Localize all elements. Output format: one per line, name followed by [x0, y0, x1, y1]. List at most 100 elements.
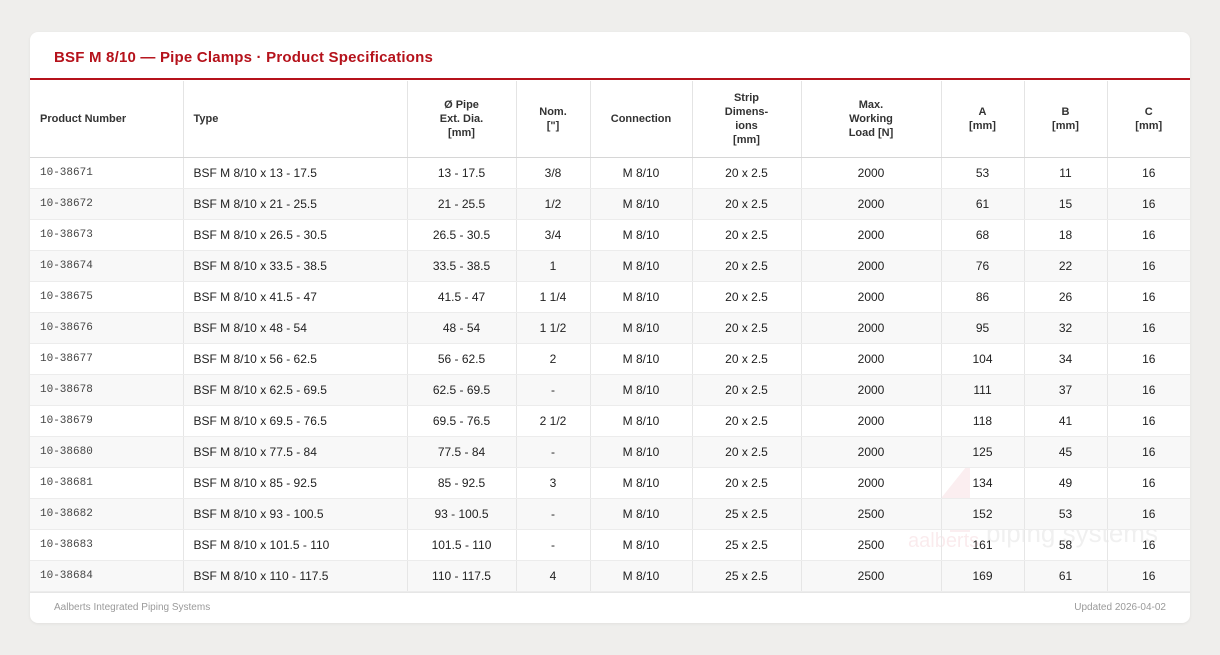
page-title: BSF M 8/10 — Pipe Clamps · Product Speci… [54, 49, 434, 66]
cell-pipe-ext-dia: 26.5 - 30.5 [407, 219, 517, 251]
column-header-product-number: Product Number [30, 81, 184, 158]
cell-nom: 1 1/2 [516, 312, 591, 344]
cell-connection: M 8/10 [590, 498, 693, 530]
column-header-line: [mm] [733, 134, 760, 146]
cell-product-number: 10-38675 [30, 281, 184, 313]
cell-load: 2500 [801, 529, 942, 561]
cell-load: 2000 [801, 281, 942, 313]
column-header-line: Max. [858, 99, 884, 111]
cell-type: BSF M 8/10 x 41.5 - 47 [183, 281, 408, 313]
cell-c: 16 [1107, 529, 1190, 561]
cell-b: 15 [1024, 188, 1108, 220]
cell-type: BSF M 8/10 x 62.5 - 69.5 [183, 374, 408, 406]
column-header-line: Connection [610, 113, 672, 125]
cell-pipe-ext-dia: 41.5 - 47 [407, 281, 517, 313]
table-row: 10-38673 BSF M 8/10 x 26.5 - 30.5 26.5 - 3… [30, 219, 1190, 251]
cell-product-number: 10-38679 [30, 405, 184, 437]
header-row: Product Number Type Ø Pipe Ext. Dia. [mm] Nom… [30, 81, 1190, 158]
cell-nom: 2 [516, 343, 591, 375]
cell-a: 134 [941, 467, 1025, 499]
spec-card: BSF M 8/10 — Pipe Clamps · Product Speci… [30, 32, 1190, 623]
column-header-line: Nom. [539, 106, 567, 118]
cell-a: 111 [941, 374, 1025, 406]
cell-connection: M 8/10 [590, 529, 693, 561]
cell-connection: M 8/10 [590, 281, 693, 313]
cell-connection: M 8/10 [590, 219, 693, 251]
cell-load: 2000 [801, 405, 942, 437]
cell-strip: 20 x 2.5 [692, 343, 802, 375]
column-header-load: Max. Working Load [N] [801, 81, 942, 158]
cell-type: BSF M 8/10 x 93 - 100.5 [183, 498, 408, 530]
cell-load: 2000 [801, 157, 942, 189]
column-header-strip: Strip Dimens-ions [mm] [692, 81, 802, 158]
cell-type: BSF M 8/10 x 110 - 117.5 [183, 560, 408, 592]
cell-pipe-ext-dia: 69.5 - 76.5 [407, 405, 517, 437]
column-header-nom: Nom. ["] [516, 81, 591, 158]
column-header-line: [mm] [448, 127, 475, 139]
cell-pipe-ext-dia: 101.5 - 110 [407, 529, 517, 561]
cell-pipe-ext-dia: 21 - 25.5 [407, 188, 517, 220]
cell-strip: 25 x 2.5 [692, 560, 802, 592]
cell-b: 53 [1024, 498, 1108, 530]
cell-pipe-ext-dia: 93 - 100.5 [407, 498, 517, 530]
cell-product-number: 10-38673 [30, 219, 184, 251]
cell-nom: - [516, 374, 591, 406]
table-row: 10-38683 BSF M 8/10 x 101.5 - 110 101.5 - … [30, 529, 1190, 561]
column-header-line: [mm] [969, 120, 996, 132]
cell-c: 16 [1107, 219, 1190, 251]
cell-b: 61 [1024, 560, 1108, 592]
cell-load: 2500 [801, 498, 942, 530]
cell-b: 49 [1024, 467, 1108, 499]
cell-type: BSF M 8/10 x 33.5 - 38.5 [183, 250, 408, 282]
table-header: Product Number Type Ø Pipe Ext. Dia. [mm] Nom… [30, 81, 1190, 158]
cell-c: 16 [1107, 560, 1190, 592]
column-header-line: Ø Pipe [444, 99, 479, 111]
cell-strip: 20 x 2.5 [692, 467, 802, 499]
table-row: 10-38684 BSF M 8/10 x 110 - 117.5 110 - 11… [30, 560, 1190, 592]
cell-load: 2000 [801, 436, 942, 468]
column-header-line: Type [193, 113, 219, 125]
cell-type: BSF M 8/10 x 48 - 54 [183, 312, 408, 344]
cell-load: 2000 [801, 343, 942, 375]
cell-connection: M 8/10 [590, 374, 693, 406]
cell-c: 16 [1107, 188, 1190, 220]
table-row: 10-38682 BSF M 8/10 x 93 - 100.5 93 - 100.… [30, 498, 1190, 530]
cell-b: 32 [1024, 312, 1108, 344]
column-header-line: [mm] [1052, 120, 1079, 132]
table-row: 10-38677 BSF M 8/10 x 56 - 62.5 56 - 62.5 2… [30, 343, 1190, 375]
column-header-c: C [mm] [1107, 81, 1190, 158]
cell-strip: 20 x 2.5 [692, 157, 802, 189]
cell-strip: 20 x 2.5 [692, 188, 802, 220]
cell-b: 37 [1024, 374, 1108, 406]
cell-type: BSF M 8/10 x 56 - 62.5 [183, 343, 408, 375]
cell-c: 16 [1107, 498, 1190, 530]
table-row: 10-38674 BSF M 8/10 x 33.5 - 38.5 33.5 - 3… [30, 250, 1190, 282]
cell-a: 152 [941, 498, 1025, 530]
cell-b: 34 [1024, 343, 1108, 375]
column-header-line: Dimens- [724, 106, 769, 118]
cell-type: BSF M 8/10 x 69.5 - 76.5 [183, 405, 408, 437]
cell-nom: 3/8 [516, 157, 591, 189]
cell-pipe-ext-dia: 13 - 17.5 [407, 157, 517, 189]
cell-b: 41 [1024, 405, 1108, 437]
column-header-line: Working [849, 113, 893, 125]
cell-type: BSF M 8/10 x 26.5 - 30.5 [183, 219, 408, 251]
cell-strip: 20 x 2.5 [692, 250, 802, 282]
card-header: BSF M 8/10 — Pipe Clamps · Product Speci… [30, 32, 1190, 80]
cell-load: 2000 [801, 374, 942, 406]
cell-type: BSF M 8/10 x 21 - 25.5 [183, 188, 408, 220]
cell-connection: M 8/10 [590, 312, 693, 344]
column-header-line: Load [N] [848, 127, 894, 139]
card-footer: Aalberts Integrated Piping Systems Updat… [30, 592, 1190, 623]
cell-product-number: 10-38682 [30, 498, 184, 530]
column-header-line: Ext. Dia. [439, 113, 484, 125]
column-header-line: C [1144, 106, 1153, 118]
table-row: 10-38681 BSF M 8/10 x 85 - 92.5 85 - 92.5 3… [30, 467, 1190, 499]
cell-a: 169 [941, 560, 1025, 592]
table-row: 10-38671 BSF M 8/10 x 13 - 17.5 13 - 17.5 3… [30, 157, 1190, 189]
cell-b: 45 [1024, 436, 1108, 468]
cell-nom: - [516, 529, 591, 561]
cell-nom: 2 1/2 [516, 405, 591, 437]
cell-a: 53 [941, 157, 1025, 189]
cell-product-number: 10-38676 [30, 312, 184, 344]
